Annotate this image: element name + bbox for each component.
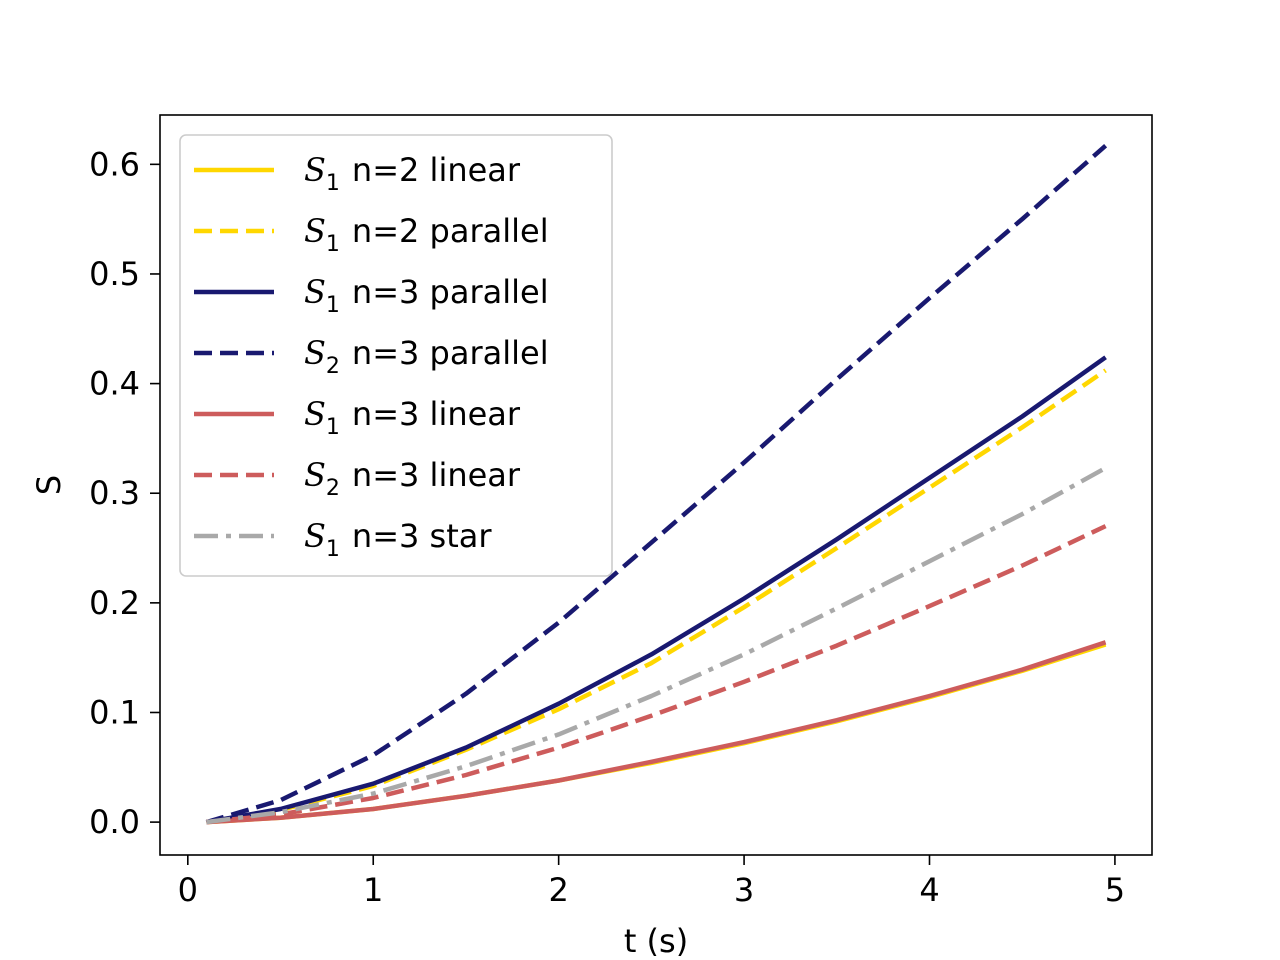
legend-label: n=2 parallel [352,212,549,250]
series-line-7 [206,466,1107,825]
plot-frame [159,114,1153,856]
series-line-4 [205,144,1108,825]
legend-symbol: S [304,395,326,433]
legend-subscript: 1 [326,293,340,318]
x-axis-ticks: 0 1 2 3 4 5 [178,855,1125,909]
legend-entry: S1 n=3 parallel [304,273,549,318]
legend-entry: S2 n=3 linear [304,456,521,501]
legend-entry: S1 n=3 linear [304,395,521,440]
series-layer [205,144,1108,825]
legend-entry: S1 n=3 star [304,517,492,562]
legend-symbol: S [304,212,326,250]
y-axis-label: S [30,475,68,495]
x-tick-label: 0 [178,871,198,909]
legend-entry: S2 n=3 parallel [304,334,549,379]
legend-label: n=3 linear [352,456,521,494]
legend-subscript: 2 [326,354,340,379]
y-tick-label: 0.1 [89,693,140,731]
legend-subscript: 1 [326,171,340,196]
series-line-5 [206,640,1107,825]
legend-entry: S1 n=2 linear [304,151,521,196]
legend-subscript: 1 [326,537,340,562]
y-axis-ticks: 0.0 0.1 0.2 0.3 0.4 0.5 0.6 [89,145,160,841]
legend-symbol: S [304,456,326,494]
series-line-6 [206,524,1107,825]
legend-symbol: S [304,517,326,555]
legend-symbol: S [304,273,326,311]
x-tick-label: 2 [548,871,568,909]
legend-subscript: 1 [326,232,340,257]
legend-subscript: 1 [326,415,340,440]
x-tick-label: 1 [363,871,383,909]
legend-label: n=3 star [352,517,492,555]
x-tick-label: 4 [919,871,939,909]
legend-label: n=2 linear [352,151,521,189]
legend-subscript: 2 [326,476,340,501]
y-tick-label: 0.3 [89,474,140,512]
y-tick-label: 0.0 [89,803,140,841]
x-tick-label: 5 [1105,871,1125,909]
legend-entry: S1 n=2 parallel [304,212,549,257]
legend-label: n=3 parallel [352,273,549,311]
series-line-3 [206,355,1107,825]
legend-symbol: S [304,151,326,189]
y-tick-label: 0.6 [89,145,140,183]
legend-label: n=3 linear [352,395,521,433]
legend-label: n=3 parallel [352,334,549,372]
x-axis-label: t (s) [624,922,688,960]
x-tick-label: 3 [734,871,754,909]
y-tick-label: 0.4 [89,365,140,403]
y-tick-label: 0.2 [89,584,140,622]
legend-box [179,134,613,577]
legend-symbol: S [304,334,326,372]
y-tick-label: 0.5 [89,255,140,293]
